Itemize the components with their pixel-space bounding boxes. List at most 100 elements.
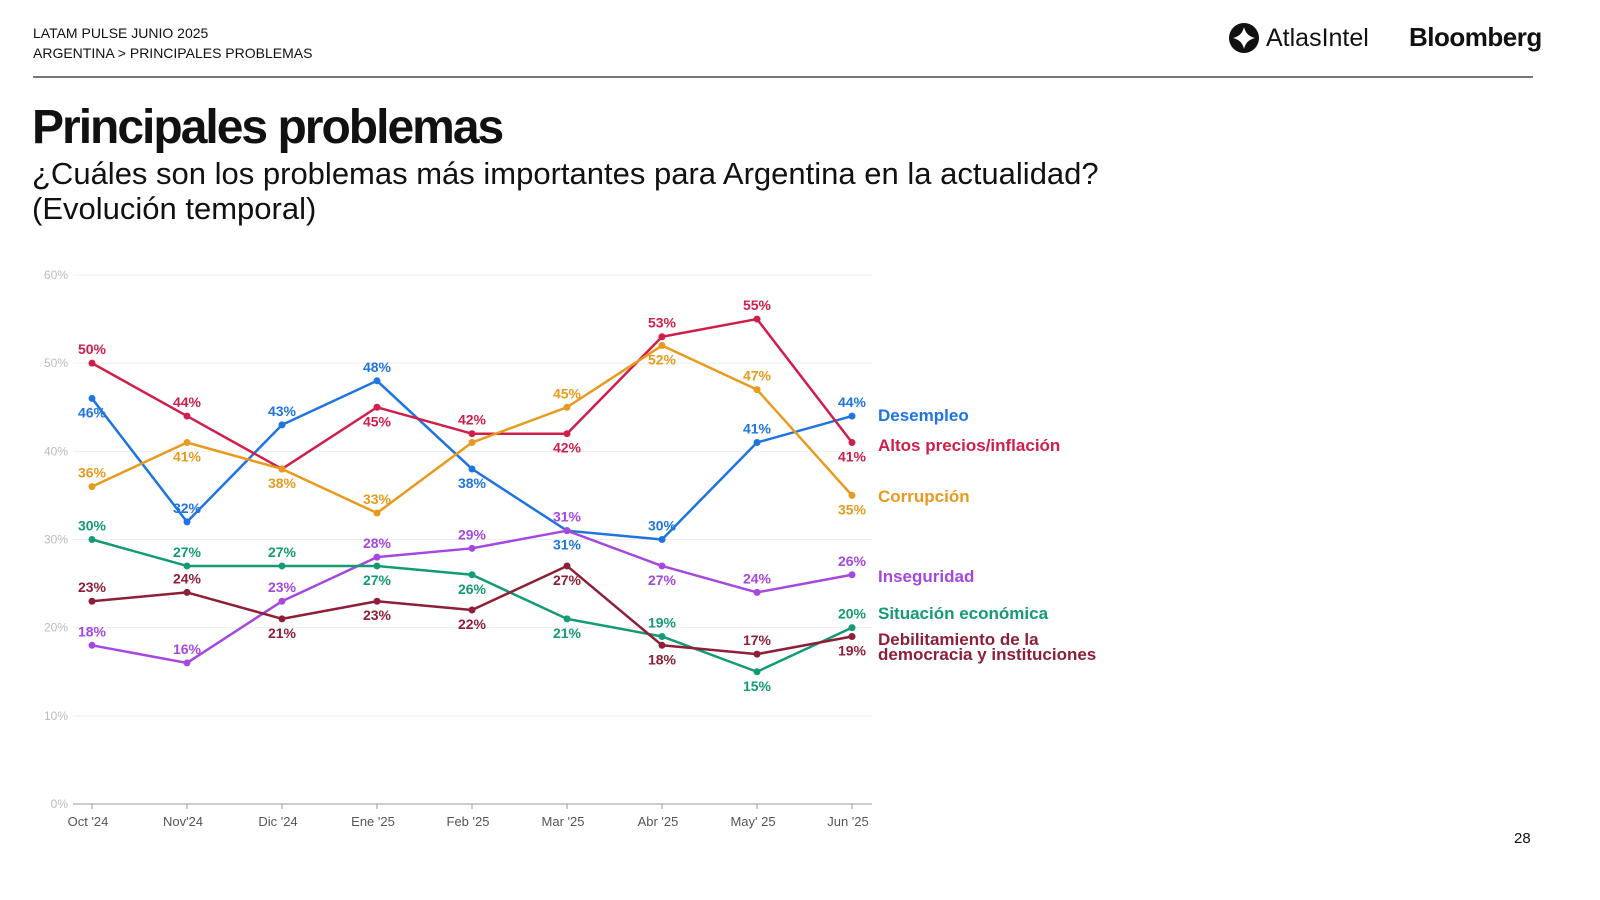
data-label: 42% xyxy=(553,440,582,456)
series-line xyxy=(91,379,853,541)
data-label: 30% xyxy=(648,518,677,534)
data-point xyxy=(753,386,761,394)
data-label: 55% xyxy=(743,297,772,313)
data-label: 18% xyxy=(648,651,677,667)
legend-label: Debilitamiento de la xyxy=(878,630,1039,649)
data-label: 32% xyxy=(173,500,202,516)
x-tick-label: Ene '25 xyxy=(351,814,395,829)
data-point xyxy=(658,536,666,543)
x-tick-label: Feb '25 xyxy=(447,814,490,829)
data-point xyxy=(658,632,666,640)
data-point xyxy=(658,333,666,341)
data-label: 23% xyxy=(78,579,107,595)
data-label: 19% xyxy=(838,642,867,658)
data-point xyxy=(563,615,571,623)
data-point xyxy=(373,553,381,561)
data-label: 27% xyxy=(268,544,297,560)
data-point xyxy=(848,632,856,640)
data-point xyxy=(563,527,571,535)
x-tick-label: Dic '24 xyxy=(258,814,297,829)
data-label: 23% xyxy=(363,607,392,623)
data-label: 19% xyxy=(648,614,677,630)
data-point xyxy=(88,536,96,543)
x-tick-label: May' 25 xyxy=(730,814,775,829)
data-label: 36% xyxy=(78,465,107,481)
report-name: LATAM PULSE JUNIO 2025 xyxy=(33,25,209,41)
y-tick-label: 0% xyxy=(51,797,69,811)
x-tick-label: Mar '25 xyxy=(542,814,585,829)
x-tick-label: Nov'24 xyxy=(163,814,203,829)
data-point xyxy=(373,377,381,385)
data-point xyxy=(753,315,761,323)
section-path: ARGENTINA > PRINCIPALES PROBLEMAS xyxy=(33,45,313,61)
data-label: 21% xyxy=(553,625,582,641)
x-tick-label: Abr '25 xyxy=(638,814,679,829)
data-point xyxy=(278,597,286,605)
data-point xyxy=(753,588,761,596)
data-label: 29% xyxy=(458,526,487,542)
data-point xyxy=(183,588,191,596)
data-label: 38% xyxy=(458,475,487,491)
data-point xyxy=(468,606,476,614)
y-tick-label: 50% xyxy=(44,356,68,370)
legend-label: Desempleo xyxy=(878,406,969,425)
header-divider xyxy=(33,76,1533,78)
data-point xyxy=(373,403,381,411)
data-label: 31% xyxy=(553,537,582,553)
data-point xyxy=(848,439,856,447)
data-point xyxy=(753,439,761,447)
data-label: 18% xyxy=(78,623,107,639)
data-point xyxy=(88,359,96,367)
data-label: 33% xyxy=(363,491,392,507)
y-tick-label: 30% xyxy=(44,533,68,547)
data-label: 21% xyxy=(268,625,297,641)
legend-label: Corrupción xyxy=(878,487,970,506)
data-point xyxy=(848,491,856,499)
data-label: 27% xyxy=(553,572,582,588)
data-point xyxy=(468,571,476,579)
data-point xyxy=(88,483,96,491)
atlas-logo-text: AtlasIntel xyxy=(1266,23,1369,52)
data-point xyxy=(468,430,476,438)
y-tick-label: 60% xyxy=(44,268,68,282)
data-point xyxy=(278,421,286,429)
data-label: 26% xyxy=(458,581,487,597)
data-label: 16% xyxy=(173,641,202,657)
data-label: 20% xyxy=(838,606,867,622)
data-point xyxy=(183,518,191,526)
data-point xyxy=(88,597,96,605)
data-label: 35% xyxy=(838,501,867,517)
atlas-logo-icon xyxy=(1229,23,1259,53)
data-point xyxy=(468,544,476,552)
data-point xyxy=(658,342,666,350)
legend-label: Altos precios/inflación xyxy=(878,436,1060,455)
data-label: 15% xyxy=(743,678,772,694)
data-label: 47% xyxy=(743,368,772,384)
subtitle-note: (Evolución temporal) xyxy=(32,191,317,226)
atlasintel-logo: AtlasIntel xyxy=(1228,22,1369,54)
data-label: 41% xyxy=(173,449,202,465)
data-label: 45% xyxy=(553,385,582,401)
data-label: 43% xyxy=(268,403,297,419)
bloomberg-logo: Bloomberg xyxy=(1409,22,1542,52)
data-label: 42% xyxy=(458,412,487,428)
data-label: 50% xyxy=(78,341,107,357)
data-point xyxy=(848,571,856,579)
data-point xyxy=(753,650,761,658)
legend-label: democracia y instituciones xyxy=(878,645,1096,664)
data-label: 53% xyxy=(648,315,677,331)
data-point xyxy=(183,412,191,420)
y-tick-label: 10% xyxy=(44,709,68,723)
data-point xyxy=(373,597,381,605)
data-point xyxy=(183,659,191,667)
data-label: 30% xyxy=(78,518,107,534)
legend-label: Situación económica xyxy=(878,604,1049,623)
subtitle-question: ¿Cuáles son los problemas más importante… xyxy=(32,156,1099,191)
data-point xyxy=(563,403,571,411)
data-point xyxy=(183,439,191,447)
data-label: 41% xyxy=(838,449,867,465)
data-point xyxy=(753,668,761,676)
x-tick-label: Oct '24 xyxy=(68,814,109,829)
data-label: 23% xyxy=(268,579,297,595)
